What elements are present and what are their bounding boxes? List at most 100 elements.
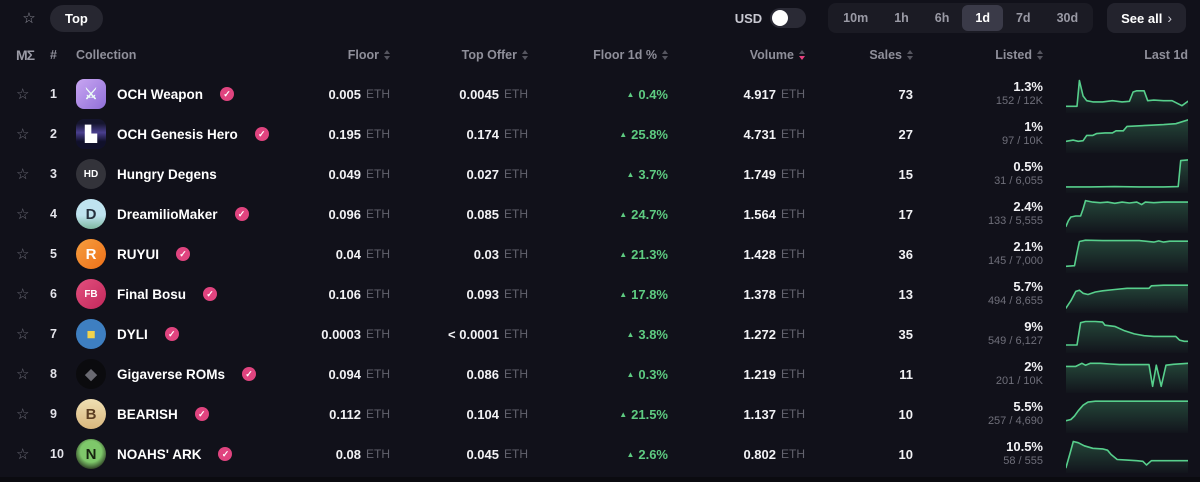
- up-triangle-icon: ▲: [626, 369, 635, 379]
- table-header: MΣ # Collection Floor Top Offer Floor 1d…: [0, 36, 1200, 74]
- listed-cell: 0.5% 31 / 6,055: [994, 159, 1043, 188]
- favorite-star-icon[interactable]: ☆: [16, 326, 30, 343]
- favorite-star-icon[interactable]: ☆: [16, 206, 30, 223]
- sales-cell: 15: [898, 166, 913, 182]
- up-triangle-icon: ▲: [619, 129, 628, 139]
- time-range-6h[interactable]: 6h: [922, 5, 963, 31]
- header-volume[interactable]: Volume: [668, 48, 805, 62]
- favorite-star-icon[interactable]: ☆: [16, 166, 30, 183]
- see-all-button[interactable]: See all ›: [1107, 3, 1186, 33]
- sparkline-chart: [1043, 155, 1200, 193]
- table-row[interactable]: ☆ 10 N NOAHS' ARK ✓ 0.08 ETH 0.045 ETH ▲ 2.…: [0, 434, 1200, 474]
- favorite-star-icon[interactable]: ☆: [16, 246, 30, 263]
- collection-name[interactable]: OCH Weapon: [117, 86, 204, 102]
- up-triangle-icon: ▲: [626, 89, 635, 99]
- time-range-7d[interactable]: 7d: [1003, 5, 1044, 31]
- sales-cell: 35: [898, 326, 913, 342]
- sales-cell: 11: [899, 366, 913, 382]
- favorite-star-icon[interactable]: ☆: [16, 446, 30, 463]
- favorite-star-icon[interactable]: ☆: [16, 286, 30, 303]
- floor-cell: 0.049 ETH: [328, 166, 390, 182]
- table-row[interactable]: ☆ 8 ◆ Gigaverse ROMs ✓ 0.094 ETH 0.086 ETH…: [0, 354, 1200, 394]
- floor-change-cell: ▲ 24.7%: [619, 206, 668, 222]
- listed-cell: 2% 201 / 10K: [995, 359, 1043, 388]
- rank-number: 3: [50, 167, 57, 181]
- table-row[interactable]: ☆ 5 R RUYUI ✓ 0.04 ETH 0.03 ETH ▲ 21.3% 1.4…: [0, 234, 1200, 274]
- table-row[interactable]: ☆ 9 B BEARISH ✓ 0.112 ETH 0.104 ETH ▲ 21.5%…: [0, 394, 1200, 434]
- verified-badge-icon: ✓: [203, 287, 218, 301]
- volume-cell: 1.428 ETH: [743, 246, 805, 262]
- table-row[interactable]: ☆ 1 ⚔ OCH Weapon ✓ 0.005 ETH 0.0045 ETH ▲ 0…: [0, 74, 1200, 114]
- collection-name[interactable]: OCH Genesis Hero: [117, 126, 238, 142]
- sort-arrows-icon-active: [799, 50, 805, 60]
- floor-change-cell: ▲ 25.8%: [619, 126, 668, 142]
- header-top-offer[interactable]: Top Offer: [390, 48, 528, 62]
- top-offer-cell: 0.045 ETH: [466, 446, 528, 462]
- up-triangle-icon: ▲: [626, 169, 635, 179]
- collection-name[interactable]: Hungry Degens: [117, 166, 217, 182]
- floor-cell: 0.195 ETH: [328, 126, 390, 142]
- table-row[interactable]: ☆ 6 FB Final Bosu ✓ 0.106 ETH 0.093 ETH ▲ 1…: [0, 274, 1200, 314]
- usd-label: USD: [734, 10, 763, 26]
- header-last-1d: Last 1d: [1144, 48, 1188, 62]
- sales-cell: 10: [898, 446, 913, 462]
- collection-name[interactable]: Final Bosu: [117, 286, 187, 302]
- sort-arrows-icon: [522, 50, 528, 60]
- up-triangle-icon: ▲: [619, 209, 628, 219]
- header-floor[interactable]: Floor: [308, 48, 390, 62]
- collection-name[interactable]: DYLI: [117, 326, 148, 342]
- time-range-1h[interactable]: 1h: [881, 5, 922, 31]
- verified-badge-icon: ✓: [242, 367, 257, 381]
- collection-name[interactable]: RUYUI: [117, 246, 160, 262]
- verified-badge-icon: ✓: [234, 207, 249, 221]
- sparkline-chart: [1043, 235, 1200, 273]
- volume-cell: 4.731 ETH: [743, 126, 805, 142]
- verified-badge-icon: ✓: [176, 247, 191, 261]
- floor-cell: 0.106 ETH: [328, 286, 390, 302]
- favorite-star-icon[interactable]: ☆: [16, 366, 30, 383]
- table-row[interactable]: ☆ 4 D DreamilioMaker ✓ 0.096 ETH 0.085 ETH…: [0, 194, 1200, 234]
- favorites-star-icon[interactable]: ☆: [14, 3, 44, 33]
- time-range-10m[interactable]: 10m: [830, 5, 881, 31]
- header-sales[interactable]: Sales: [805, 48, 913, 62]
- top-offer-cell: 0.03 ETH: [473, 246, 528, 262]
- favorite-star-icon[interactable]: ☆: [16, 126, 30, 143]
- verified-badge-icon: ✓: [218, 447, 233, 461]
- collection-avatar: ◆: [76, 359, 106, 389]
- table-row[interactable]: ☆ 2 ▙ OCH Genesis Hero ✓ 0.195 ETH 0.174 E…: [0, 114, 1200, 154]
- verified-badge-icon: ✓: [220, 87, 235, 101]
- collection-name[interactable]: DreamilioMaker: [117, 206, 218, 222]
- up-triangle-icon: ▲: [626, 449, 635, 459]
- sort-arrows-icon: [662, 50, 668, 60]
- time-range-30d[interactable]: 30d: [1044, 5, 1092, 31]
- up-triangle-icon: ▲: [619, 289, 628, 299]
- listed-cell: 5.7% 494 / 8,655: [987, 279, 1043, 308]
- favorite-star-icon[interactable]: ☆: [16, 406, 30, 423]
- header-collection[interactable]: Collection: [76, 48, 137, 62]
- floor-change-cell: ▲ 3.8%: [626, 326, 668, 342]
- header-floor-1d[interactable]: Floor 1d %: [528, 48, 668, 62]
- collection-name[interactable]: Gigaverse ROMs: [117, 366, 226, 382]
- up-triangle-icon: ▲: [619, 249, 628, 259]
- usd-toggle[interactable]: [770, 8, 807, 28]
- collection-name[interactable]: BEARISH: [117, 406, 178, 422]
- top-offer-cell: 0.093 ETH: [466, 286, 528, 302]
- volume-cell: 1.219 ETH: [743, 366, 805, 382]
- floor-change-cell: ▲ 17.8%: [619, 286, 668, 302]
- listed-cell: 1% 97 / 10K: [1002, 119, 1043, 148]
- collection-avatar: R: [76, 239, 106, 269]
- time-range-1d[interactable]: 1d: [962, 5, 1003, 31]
- rank-number: 6: [50, 287, 57, 301]
- volume-cell: 4.917 ETH: [743, 86, 805, 102]
- header-rank: #: [50, 48, 57, 62]
- bottom-edge: [0, 477, 1200, 482]
- volume-cell: 1.272 ETH: [743, 326, 805, 342]
- table-row[interactable]: ☆ 7 ■ DYLI ✓ 0.0003 ETH < 0.0001 ETH ▲ 3.8%…: [0, 314, 1200, 354]
- top-filter-pill[interactable]: Top: [50, 4, 103, 32]
- rank-number: 4: [50, 207, 57, 221]
- header-listed[interactable]: Listed: [913, 48, 1043, 62]
- collection-name[interactable]: NOAHS' ARK: [117, 446, 202, 462]
- favorite-star-icon[interactable]: ☆: [16, 86, 30, 103]
- time-range-segmented-control: 10m 1h 6h 1d 7d 30d: [828, 3, 1094, 33]
